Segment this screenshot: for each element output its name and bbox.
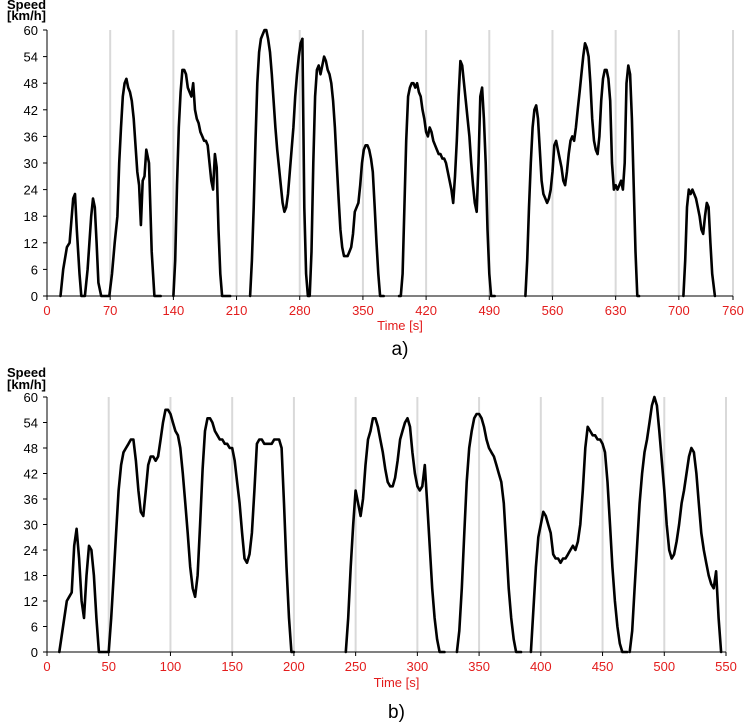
x-tick-label: 70 [103,303,117,318]
y-tick-label: 48 [24,76,38,91]
y-tick-label: 36 [24,129,38,144]
x-tick-label: 140 [163,303,185,318]
x-tick-label: 210 [226,303,248,318]
y-tick-label: 24 [24,543,38,558]
x-tick-label: 0 [43,303,50,318]
x-tick-label: 550 [715,659,737,674]
y-tick-label: 42 [24,467,38,482]
speed-trace-segment [628,395,723,654]
x-tick-label: 200 [283,659,305,674]
x-tick-label: 100 [160,659,182,674]
x-tick-label: 490 [478,303,500,318]
panel-caption: a) [392,339,409,360]
y-axis-title-line1: Speed [7,0,46,12]
y-tick-label: 6 [31,620,38,635]
speed-trace-segment [344,416,446,654]
panel-caption: b) [388,702,405,723]
y-tick-label: 36 [24,492,38,507]
x-axis-title: Time [s] [377,318,423,333]
chart-a: 0 6 12 18 24 30 36 42 48 54 60 0 70 140 210 280 350 420 49… [7,0,744,360]
y-tick-label: 48 [24,441,38,456]
speed-trace-segment [524,41,641,298]
y-tick-label: 18 [24,569,38,584]
x-tick-label: 0 [43,659,50,674]
y-tick-label: 30 [24,156,38,171]
x-tick-label: 350 [468,659,490,674]
x-tick-label: 250 [345,659,367,674]
y-tick-label: 60 [24,390,38,405]
x-axis-title: Time [s] [374,675,420,690]
y-axis-title-line2: [km/h] [7,377,46,392]
y-tick-label: 6 [31,262,38,277]
x-tick-label: 760 [722,303,744,318]
x-tick-label: 300 [407,659,429,674]
y-tick-label: 18 [24,209,38,224]
y-tick-label: 12 [24,594,38,609]
speed-trace-segment [682,188,717,298]
x-tick-label: 500 [653,659,675,674]
speed-trace-segment [172,68,232,298]
speed-trace-segment [397,59,497,298]
y-axis-title-line1: Speed [7,365,46,380]
y-tick-label: 60 [24,23,38,38]
x-tick-label: 700 [668,303,690,318]
x-tick-label: 420 [415,303,437,318]
speed-trace-segment [529,425,629,654]
y-tick-label: 24 [24,183,38,198]
x-tick-label: 350 [352,303,374,318]
x-tick-label: 280 [289,303,311,318]
x-tick-label: 400 [530,659,552,674]
speed-trace-segment [248,28,304,298]
y-tick-label: 54 [24,50,38,65]
y-tick-label: 30 [24,518,38,533]
y-axis-title-line2: [km/h] [7,8,46,23]
x-tick-label: 560 [542,303,564,318]
y-tick-label: 54 [24,416,38,431]
y-tick-label: 0 [31,289,38,304]
x-tick-label: 630 [605,303,627,318]
x-tick-label: 450 [592,659,614,674]
speed-trace-segment [301,37,386,298]
x-tick-label: 50 [101,659,115,674]
y-tick-label: 42 [24,103,38,118]
x-tick-label: 150 [221,659,243,674]
y-tick-label: 12 [24,236,38,251]
speed-trace-segment [59,77,162,298]
y-tick-label: 0 [31,645,38,660]
speed-trace-segment [455,412,523,654]
speed-trace-segment [107,408,296,654]
chart-b: 0 6 12 18 24 30 36 42 48 54 60 0 50 100 150 200 250 300 35… [7,365,737,723]
speed-trace-segment [57,527,110,654]
